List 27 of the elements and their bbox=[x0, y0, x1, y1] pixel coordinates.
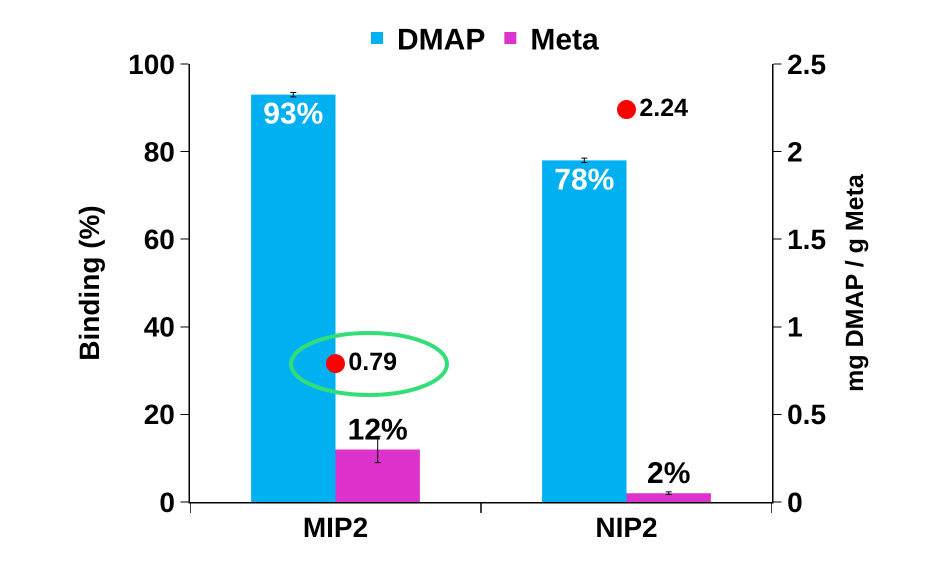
data-label: 12% bbox=[348, 413, 408, 446]
legend-label: DMAP bbox=[397, 24, 486, 57]
data-label: 0.79 bbox=[348, 348, 398, 376]
y2-tick-label: 0.5 bbox=[787, 399, 826, 430]
x-tick-label: NIP2 bbox=[595, 512, 658, 544]
x-tick-label: MIP2 bbox=[302, 512, 368, 544]
y-tick-label: 20 bbox=[144, 399, 175, 430]
y-tick-label: 100 bbox=[128, 48, 175, 80]
y-tick-label: 0 bbox=[159, 486, 175, 518]
bar bbox=[542, 160, 626, 502]
y2-tick-label: 1 bbox=[787, 312, 803, 343]
y2-tick-label: 0 bbox=[787, 486, 803, 518]
y2-tick-label: 1.5 bbox=[787, 224, 826, 255]
bar bbox=[626, 493, 711, 502]
data-label: 2% bbox=[647, 457, 690, 490]
data-label: 78% bbox=[554, 163, 614, 196]
data-label: 93% bbox=[263, 98, 324, 131]
y-axis-title: Binding (%) bbox=[74, 205, 106, 361]
y2-tick-label: 2 bbox=[787, 136, 803, 168]
y-tick-label: 80 bbox=[144, 136, 175, 168]
y2-axis-title: mg DMAP / g Meta bbox=[840, 173, 869, 392]
y2-tick-label: 2.5 bbox=[787, 48, 826, 80]
y-tick-label: 40 bbox=[144, 312, 175, 343]
data-label: 2.24 bbox=[639, 94, 688, 122]
y-tick-label: 60 bbox=[144, 224, 175, 255]
bar bbox=[336, 449, 420, 502]
legend-label: Meta bbox=[530, 24, 600, 57]
